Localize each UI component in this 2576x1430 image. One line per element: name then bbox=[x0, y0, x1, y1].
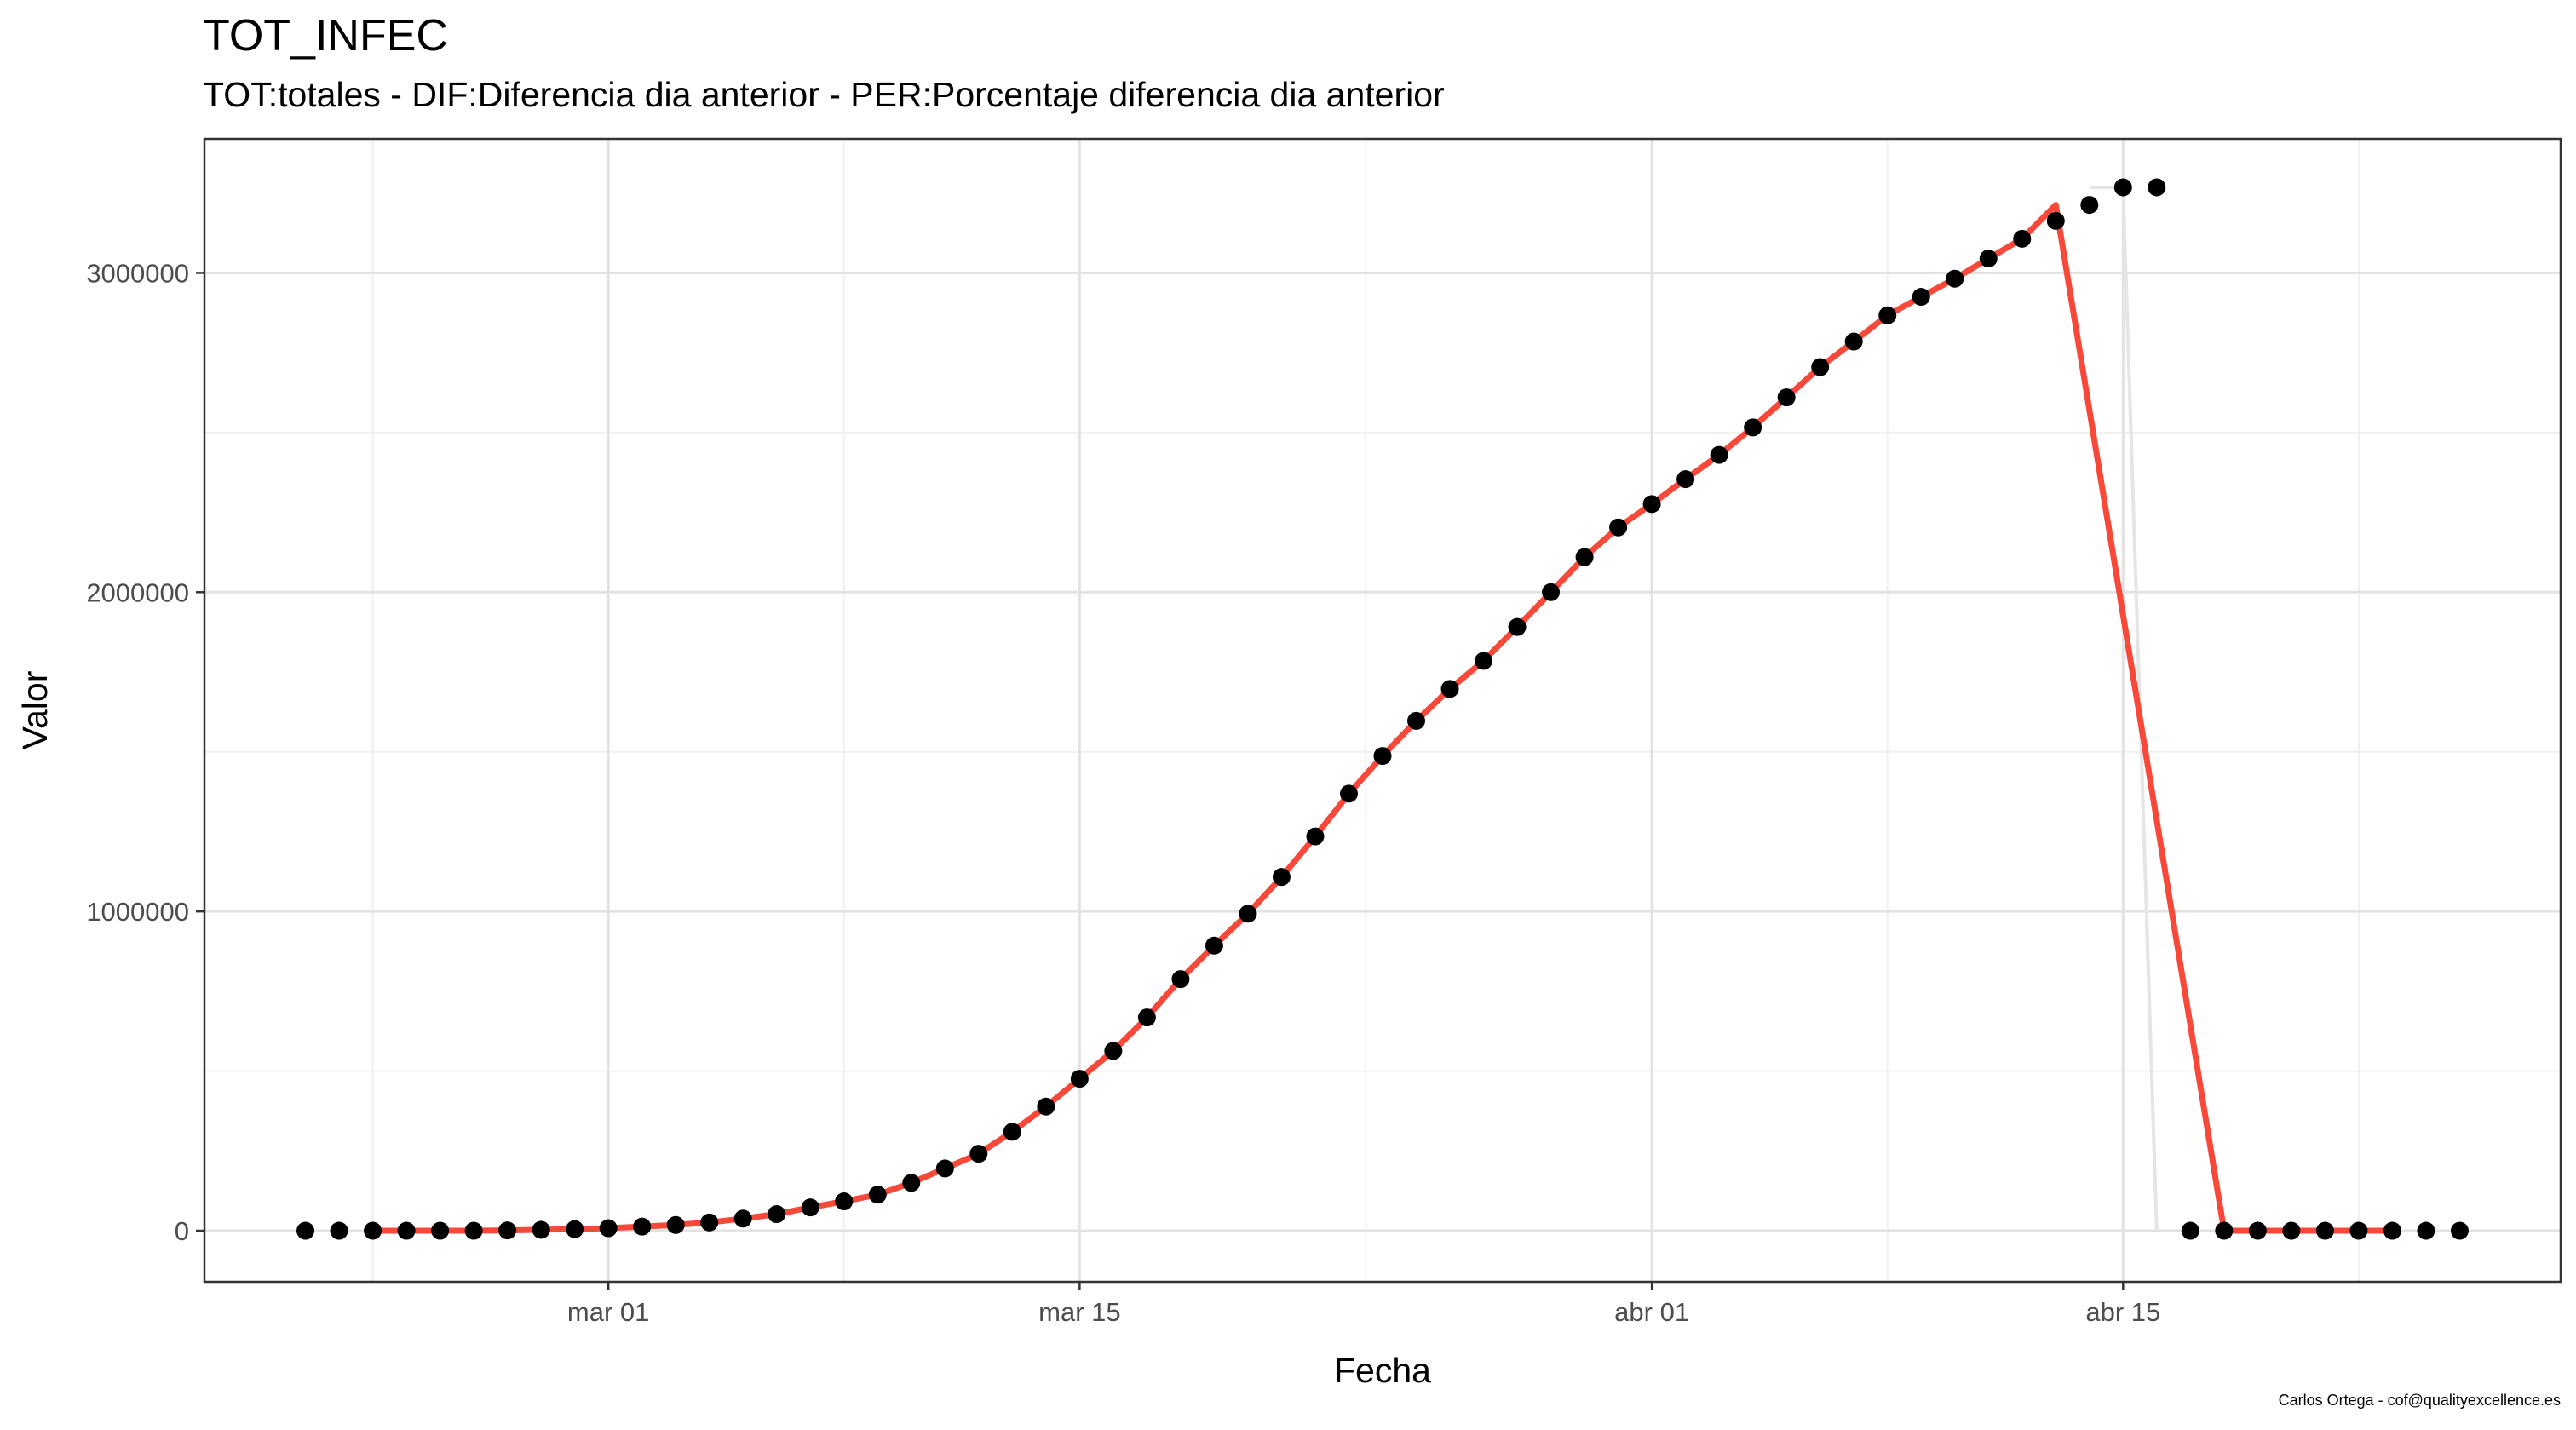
data-point bbox=[532, 1220, 550, 1239]
data-point bbox=[969, 1145, 988, 1163]
data-point bbox=[1306, 827, 1325, 846]
credit-text: Carlos Ortega - cof@qualityexcellence.es bbox=[2278, 1392, 2561, 1409]
data-point bbox=[935, 1159, 954, 1178]
data-point bbox=[2248, 1221, 2267, 1240]
data-point bbox=[1205, 936, 1223, 955]
data-point bbox=[330, 1221, 348, 1240]
data-point bbox=[566, 1220, 584, 1238]
data-point bbox=[868, 1186, 887, 1204]
data-point bbox=[2417, 1221, 2435, 1240]
data-point bbox=[1272, 868, 1291, 887]
x-tick-label: mar 15 bbox=[1038, 1297, 1120, 1327]
data-point bbox=[1676, 470, 1695, 489]
data-point bbox=[666, 1215, 685, 1234]
data-point bbox=[599, 1219, 618, 1238]
data-point bbox=[1946, 269, 1964, 288]
data-point bbox=[1037, 1097, 1055, 1116]
data-point bbox=[431, 1221, 450, 1240]
x-tick-label: abr 01 bbox=[1614, 1297, 1689, 1327]
data-point bbox=[2080, 196, 2099, 215]
data-point bbox=[296, 1221, 315, 1240]
chart-subtitle: TOT:totales - DIF:Diferencia dia anterio… bbox=[203, 75, 1445, 114]
y-axis-title: Valor bbox=[15, 671, 55, 750]
data-point bbox=[1407, 711, 1426, 730]
data-point bbox=[2383, 1221, 2401, 1240]
panel-border bbox=[203, 137, 2562, 1284]
data-point bbox=[1171, 970, 1190, 989]
data-point bbox=[397, 1221, 416, 1240]
data-point bbox=[2315, 1221, 2334, 1240]
data-point bbox=[2181, 1221, 2199, 1240]
data-point bbox=[498, 1221, 517, 1240]
data-point bbox=[1104, 1042, 1123, 1060]
data-point bbox=[1979, 250, 1998, 268]
data-point bbox=[2215, 1221, 2234, 1240]
y-tick-label: 0 bbox=[175, 1216, 189, 1246]
smooth-line-layer bbox=[370, 202, 2395, 1234]
data-point bbox=[1070, 1070, 1089, 1088]
y-axis: 0 1000000 2000000 3000000 bbox=[86, 258, 204, 1246]
data-point bbox=[1710, 445, 1728, 464]
data-point bbox=[1844, 332, 1863, 351]
data-point bbox=[1744, 418, 1762, 437]
y-tick-label: 2000000 bbox=[86, 577, 189, 607]
data-point bbox=[1137, 1008, 1156, 1027]
data-point bbox=[2013, 229, 2032, 248]
data-point bbox=[1373, 747, 1392, 766]
data-point bbox=[1811, 358, 1830, 376]
data-point bbox=[1339, 784, 1358, 803]
data-point bbox=[801, 1198, 819, 1217]
data-point bbox=[1912, 288, 1930, 307]
y-tick-label: 1000000 bbox=[86, 897, 189, 927]
data-point bbox=[1542, 583, 1561, 601]
data-point bbox=[2113, 178, 2132, 197]
x-axis: mar 01 mar 15 abr 01 abr 15 bbox=[567, 1282, 2160, 1327]
data-point bbox=[2349, 1221, 2368, 1240]
chart-title: TOT_INFEC bbox=[203, 11, 448, 60]
data-point bbox=[1777, 388, 1796, 407]
data-point bbox=[1475, 652, 1493, 670]
data-point bbox=[733, 1209, 752, 1228]
data-point bbox=[364, 1221, 382, 1240]
data-point bbox=[2282, 1221, 2301, 1240]
data-point bbox=[1609, 518, 1628, 537]
data-point bbox=[700, 1213, 719, 1232]
data-point bbox=[768, 1205, 786, 1224]
data-point bbox=[835, 1192, 854, 1211]
y-tick-label: 3000000 bbox=[86, 258, 189, 288]
data-point bbox=[1508, 617, 1527, 636]
data-point bbox=[902, 1174, 921, 1192]
data-point bbox=[1878, 306, 1897, 324]
data-point bbox=[2046, 211, 2065, 230]
data-point bbox=[2148, 178, 2166, 197]
data-point bbox=[2450, 1221, 2469, 1240]
x-tick-label: mar 01 bbox=[567, 1297, 649, 1327]
data-point bbox=[1239, 905, 1257, 923]
data-point bbox=[1003, 1123, 1021, 1141]
data-point bbox=[464, 1221, 483, 1240]
smooth-line bbox=[370, 202, 2395, 1234]
data-point bbox=[633, 1217, 652, 1236]
data-point bbox=[1575, 548, 1594, 566]
points-layer bbox=[296, 178, 2469, 1240]
x-tick-label: abr 15 bbox=[2085, 1297, 2160, 1327]
data-point bbox=[1642, 495, 1661, 514]
data-point bbox=[1440, 680, 1459, 698]
x-axis-title: Fecha bbox=[1334, 1351, 1431, 1390]
